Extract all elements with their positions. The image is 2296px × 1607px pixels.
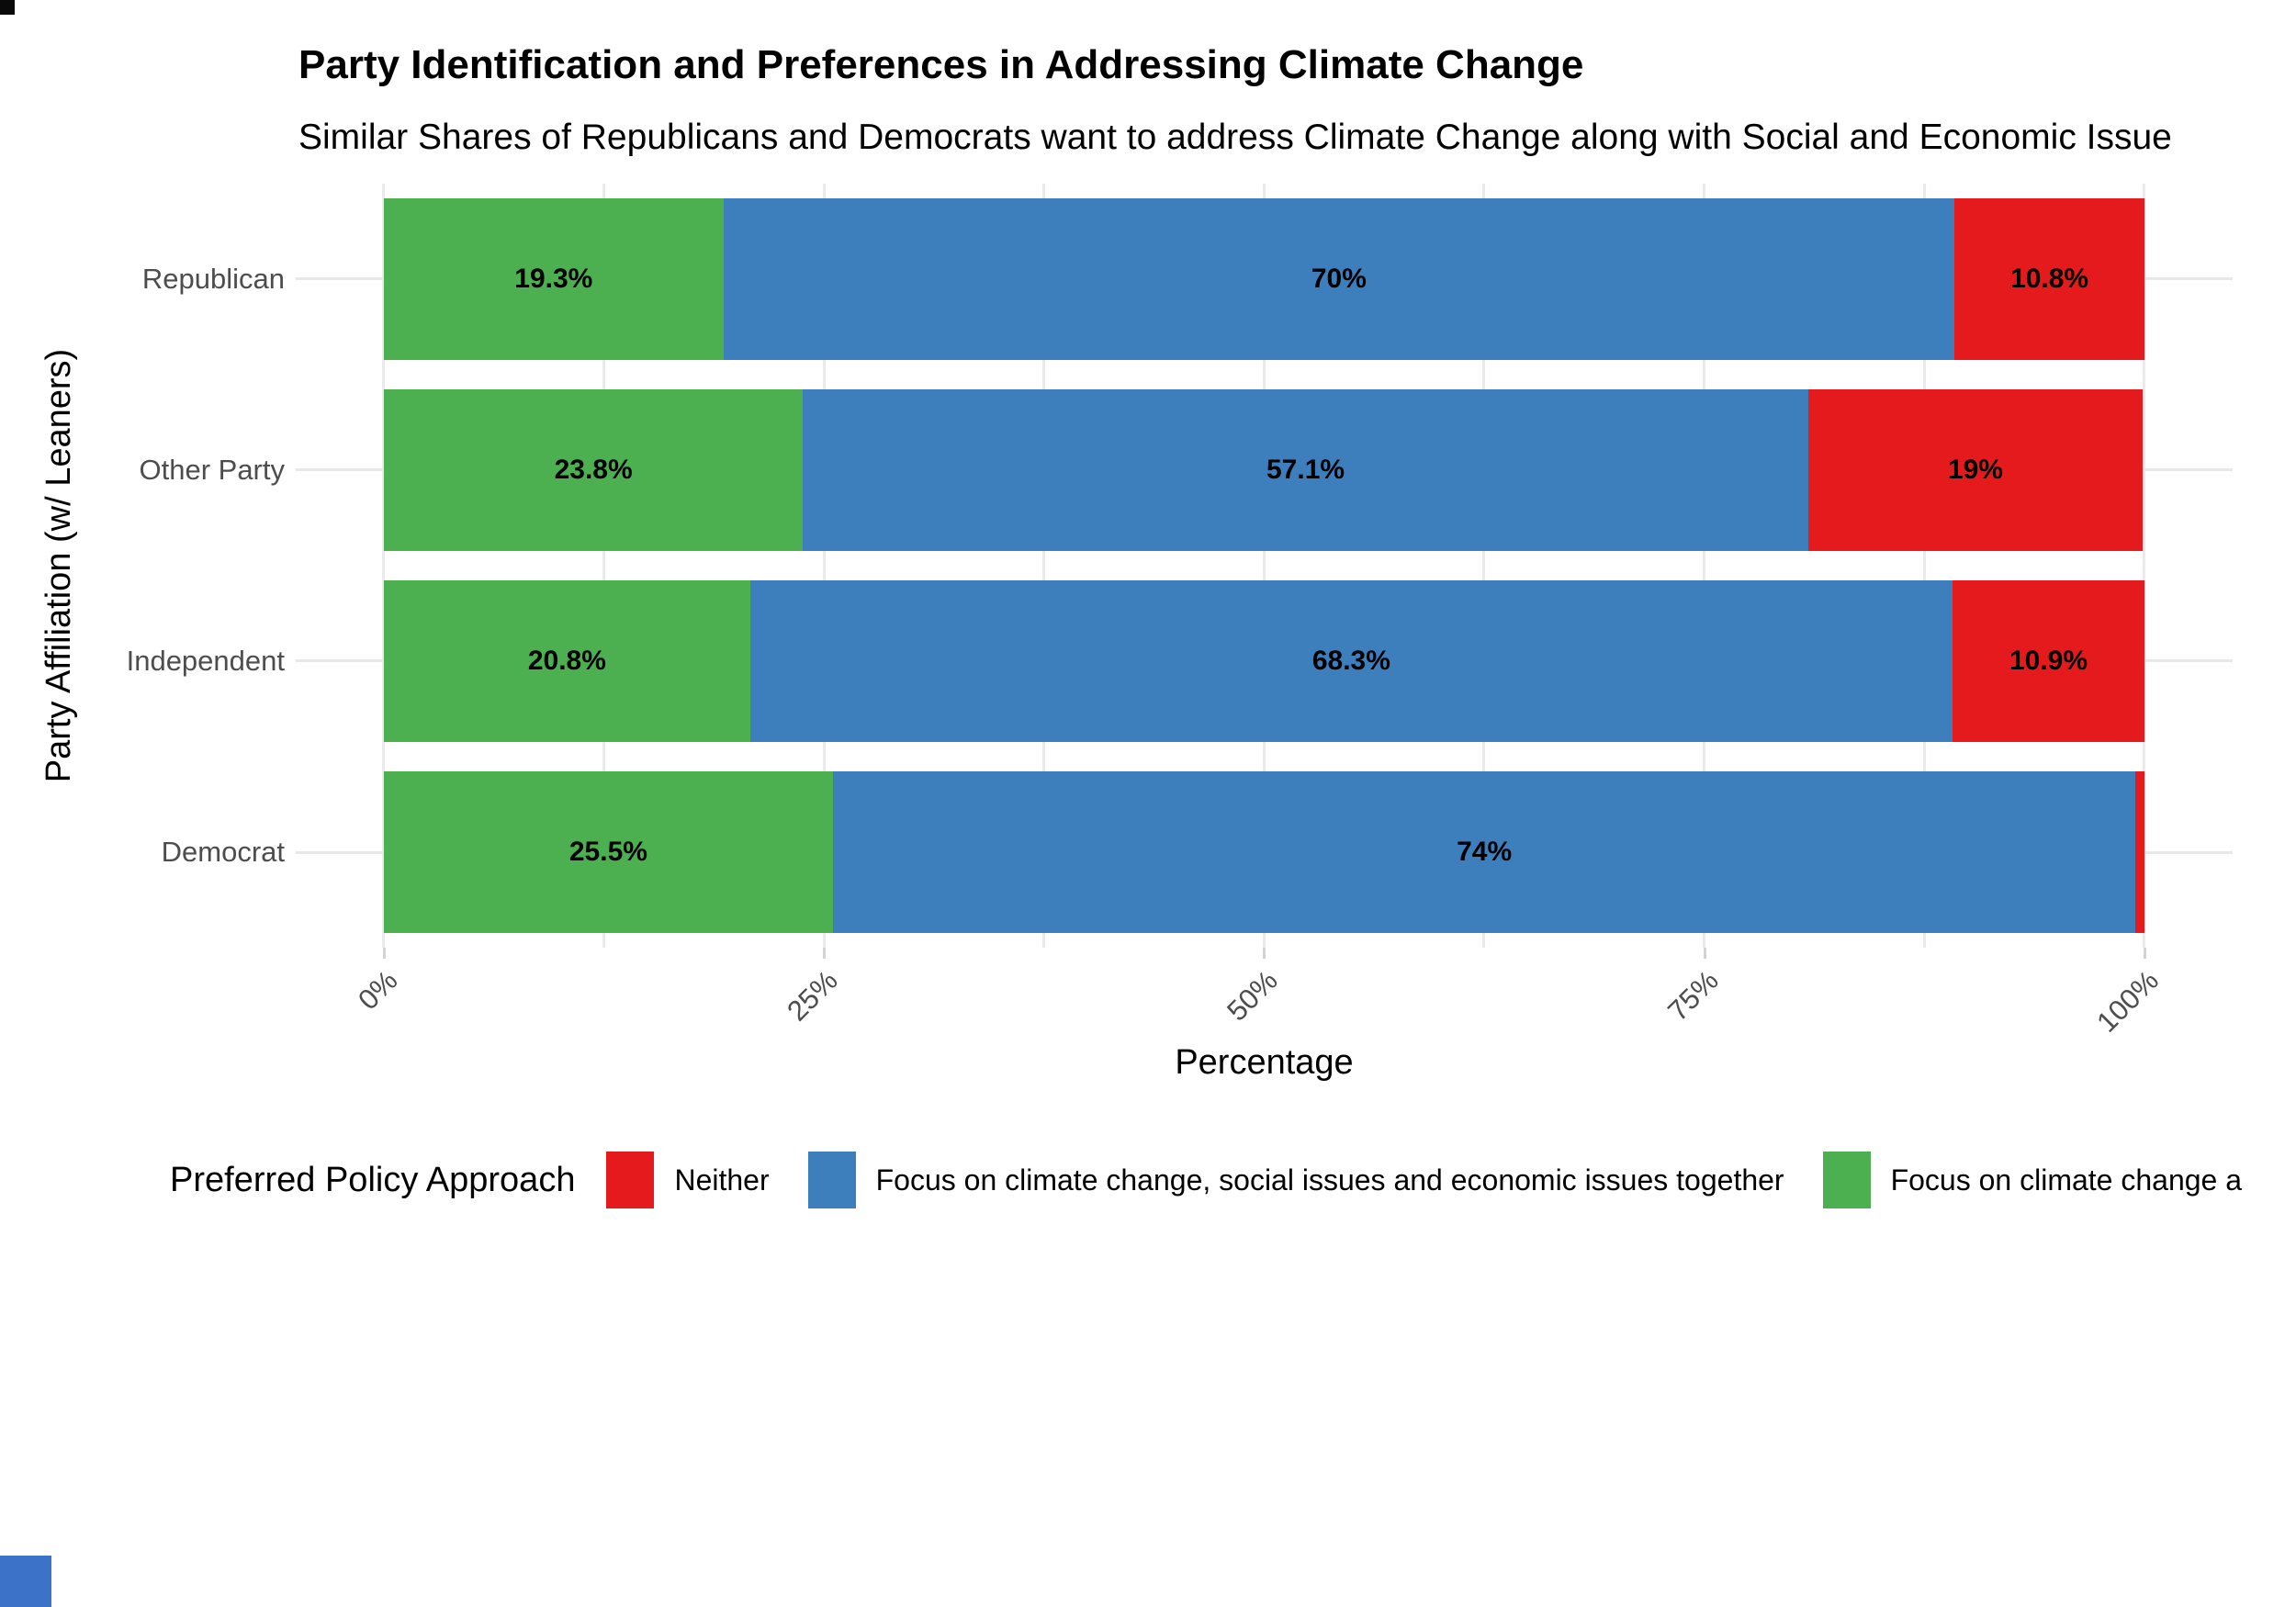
x-tick xyxy=(2144,948,2146,959)
y-axis-title: Party Affiliation (w/ Leaners) xyxy=(39,348,78,783)
legend: Preferred Policy Approach Neither Focus … xyxy=(170,1139,2280,1221)
y-category-label-independent: Independent xyxy=(126,645,285,677)
gridline-vertical xyxy=(2143,184,2145,948)
bar-segment-green: 20.8% xyxy=(384,580,750,742)
bar-row-independent: 20.8% 68.3% 10.9% xyxy=(384,580,2144,742)
y-category-label-democrat: Democrat xyxy=(161,836,285,868)
y-category-label-other-party: Other Party xyxy=(139,454,286,486)
legend-swatch-green xyxy=(1822,1152,1871,1208)
bar-segment-label: 74% xyxy=(1457,837,1513,867)
bar-segment-green: 25.5% xyxy=(384,771,833,933)
bar-segment-red xyxy=(2135,771,2144,933)
legend-label: Focus on climate change a xyxy=(1890,1163,2243,1197)
bar-segment-label: 25.5% xyxy=(568,837,647,867)
bar-segment-label: 10.8% xyxy=(2010,264,2089,294)
gridline-vertical xyxy=(1263,184,1266,948)
x-tick xyxy=(823,948,826,959)
x-tick-label-75: 75% xyxy=(1661,964,1725,1028)
legend-swatch-blue xyxy=(807,1152,856,1208)
bar-segment-label: 68.3% xyxy=(1311,646,1390,676)
y-category-label-republican: Republican xyxy=(141,263,285,295)
x-tick-label-100: 100% xyxy=(2089,964,2165,1039)
gridline-vertical xyxy=(823,184,826,948)
bar-segment-red: 10.8% xyxy=(1954,198,2144,360)
bar-segment-label: 19.3% xyxy=(514,264,593,294)
gridline-vertical xyxy=(382,184,385,948)
bar-segment-red: 10.9% xyxy=(1953,580,2144,742)
legend-label: Neither xyxy=(674,1163,770,1197)
bar-segment-label: 70% xyxy=(1311,264,1367,294)
corner-artifact-top-left xyxy=(0,0,15,15)
x-tick-label-0: 0% xyxy=(352,964,404,1017)
legend-item-climate-alone: Focus on climate change a xyxy=(1822,1152,2243,1208)
gridline-vertical xyxy=(1042,184,1045,948)
bar-segment-blue: 68.3% xyxy=(749,580,1953,742)
bar-row-other-party: 23.8% 57.1% 19% xyxy=(384,389,2144,551)
bar-segment-green: 19.3% xyxy=(384,198,724,360)
x-tick-label-50: 50% xyxy=(1221,964,1284,1028)
bar-segment-label: 57.1% xyxy=(1266,455,1345,485)
legend-title: Preferred Policy Approach xyxy=(170,1160,576,1199)
bar-segment-label: 10.9% xyxy=(2009,646,2088,676)
bar-segment-label: 23.8% xyxy=(554,455,633,485)
legend-item-together: Focus on climate change, social issues a… xyxy=(807,1152,1784,1208)
bar-segment-blue: 57.1% xyxy=(803,389,1808,551)
legend-swatch-red xyxy=(606,1152,655,1208)
x-axis-title: Percentage xyxy=(1175,1043,1354,1082)
x-tick-label-25: 25% xyxy=(781,964,844,1028)
bar-row-republican: 19.3% 70% 10.8% xyxy=(384,198,2144,360)
plot-panel: 19.3% 70% 10.8% 23.8% 57.1% 19% 20.8 xyxy=(296,184,2233,948)
x-tick xyxy=(383,948,386,959)
legend-label: Focus on climate change, social issues a… xyxy=(875,1163,1784,1197)
bar-segment-label: 19% xyxy=(1947,455,2003,485)
bar-segment-blue: 70% xyxy=(723,198,1955,360)
bar-segment-label: 20.8% xyxy=(527,646,606,676)
gridline-vertical xyxy=(1923,184,1926,948)
x-tick xyxy=(1704,948,1706,959)
gridline-vertical xyxy=(1703,184,1705,948)
chart-title: Party Identification and Preferences in … xyxy=(298,42,1584,87)
corner-artifact-bottom-left xyxy=(0,1556,51,1607)
bar-segment-blue: 74% xyxy=(832,771,2136,933)
chart-subtitle: Similar Shares of Republicans and Democr… xyxy=(298,118,2172,157)
bar-row-democrat: 25.5% 74% xyxy=(384,771,2144,933)
gridline-vertical xyxy=(602,184,605,948)
bar-segment-green: 23.8% xyxy=(384,389,804,551)
legend-item-neither: Neither xyxy=(606,1152,770,1208)
gridline-vertical xyxy=(1482,184,1485,948)
x-tick xyxy=(1263,948,1266,959)
bar-segment-red: 19% xyxy=(1807,389,2144,551)
